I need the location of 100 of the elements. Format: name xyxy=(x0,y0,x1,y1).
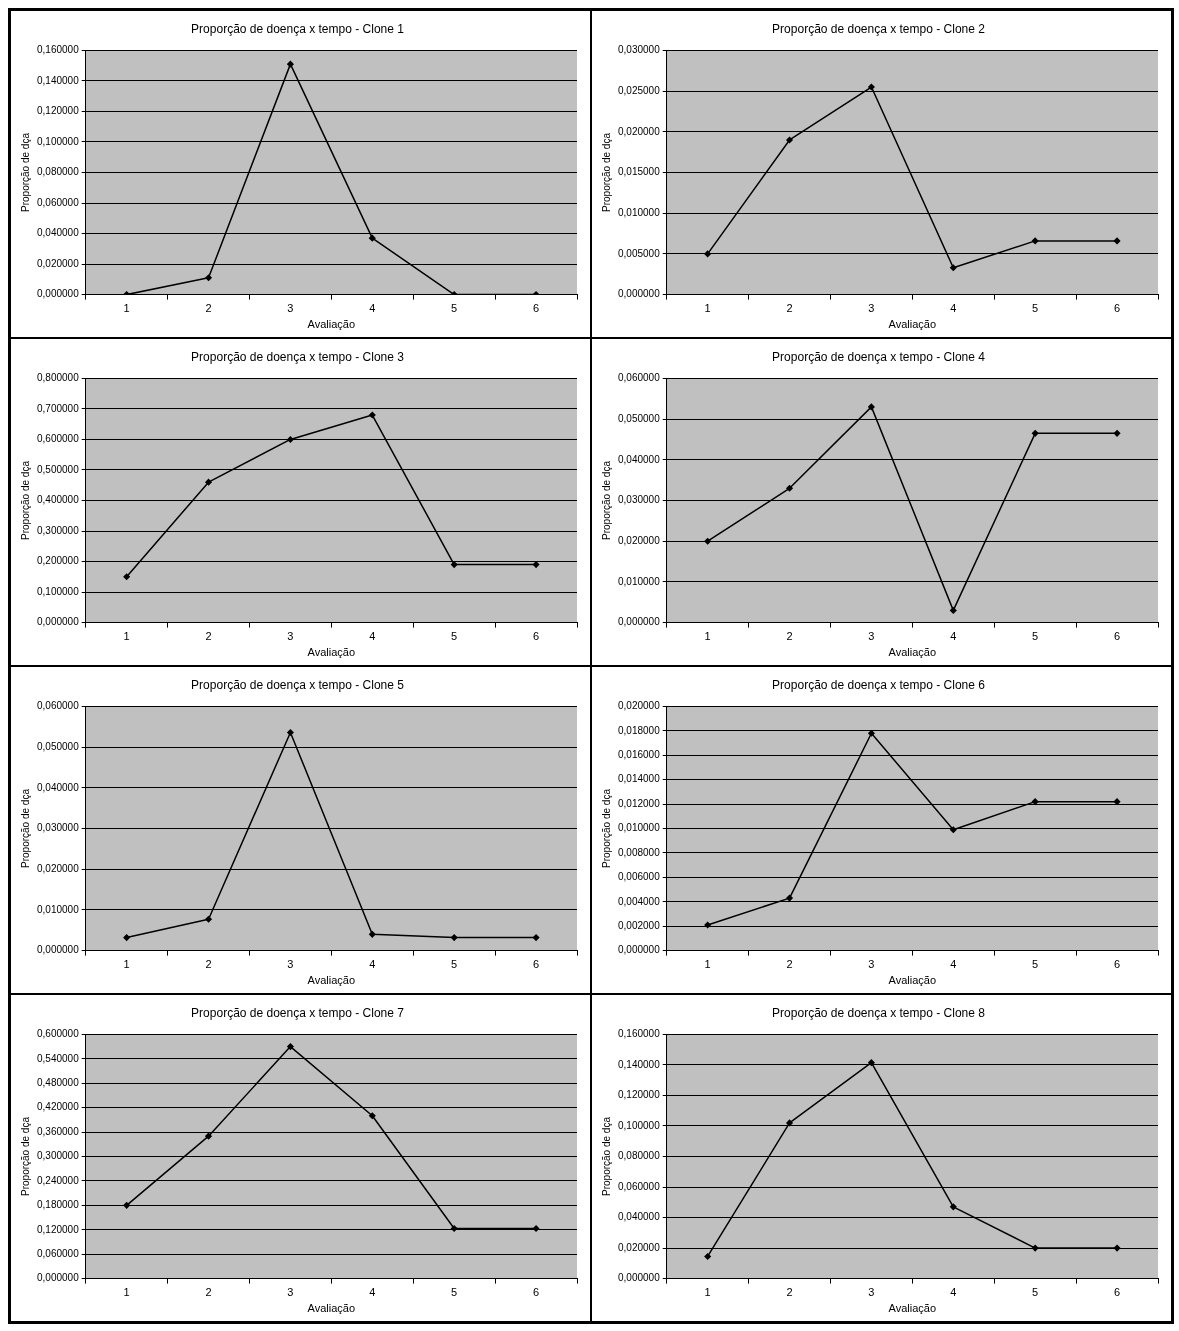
y-tick-label: 0,020000 xyxy=(36,257,80,269)
y-tick-label: 0,030000 xyxy=(617,44,661,56)
x-axis-title: Avaliação xyxy=(307,318,356,331)
y-tick-label: 0,420000 xyxy=(36,1101,80,1113)
x-axis-title: Avaliação xyxy=(888,1302,937,1315)
x-axis-title: Avaliação xyxy=(888,974,937,987)
y-tick-label: 0,050000 xyxy=(36,740,80,752)
chart-title: Proporção de doença x tempo - Clone 8 xyxy=(772,1005,986,1020)
y-tick-label: 0,120000 xyxy=(36,1223,80,1235)
y-tick-label: 0,010000 xyxy=(617,575,661,587)
y-tick-label: 0,020000 xyxy=(36,862,80,874)
y-tick-label: 0,540000 xyxy=(36,1052,80,1064)
y-tick-label: 0,040000 xyxy=(617,1211,661,1223)
y-tick-label: 0,060000 xyxy=(36,1247,80,1259)
x-tick-label: 2 xyxy=(205,302,212,315)
x-tick-label: 1 xyxy=(123,630,130,643)
y-tick-label: 0,360000 xyxy=(36,1125,80,1137)
y-tick-label: 0,100000 xyxy=(36,135,80,147)
x-tick-label: 4 xyxy=(369,958,376,971)
y-tick-label: 0,100000 xyxy=(617,1119,661,1131)
y-tick-label: 0,006000 xyxy=(617,871,661,883)
y-tick-label: 0,030000 xyxy=(617,494,661,506)
y-tick-label: 0,030000 xyxy=(36,822,80,834)
y-tick-label: 0,180000 xyxy=(36,1199,80,1211)
x-tick-label: 3 xyxy=(868,958,875,971)
y-tick-label: 0,000000 xyxy=(36,288,80,300)
x-tick-label: 5 xyxy=(1032,630,1039,643)
x-tick-label: 5 xyxy=(451,630,458,643)
x-tick-label: 5 xyxy=(451,302,458,315)
x-tick-label: 4 xyxy=(369,1286,376,1299)
x-tick-label: 3 xyxy=(287,302,294,315)
y-tick-label: 0,300000 xyxy=(36,1150,80,1162)
x-tick-label: 3 xyxy=(868,630,875,643)
chart-title: Proporção de doença x tempo - Clone 2 xyxy=(772,21,986,36)
x-axis-title: Avaliação xyxy=(307,1302,356,1315)
y-tick-label: 0,020000 xyxy=(617,700,661,712)
y-tick-label: 0,020000 xyxy=(617,534,661,546)
y-tick-label: 0,018000 xyxy=(617,724,661,736)
chart-title: Proporção de doença x tempo - Clone 6 xyxy=(772,677,986,692)
x-tick-label: 2 xyxy=(786,302,793,315)
x-tick-label: 5 xyxy=(1032,302,1039,315)
chart-title: Proporção de doença x tempo - Clone 5 xyxy=(191,677,405,692)
x-tick-label: 4 xyxy=(950,302,957,315)
x-tick-label: 4 xyxy=(369,302,376,315)
y-tick-label: 0,160000 xyxy=(36,44,80,56)
y-tick-label: 0,010000 xyxy=(617,206,661,218)
y-tick-label: 0,060000 xyxy=(617,1180,661,1192)
x-tick-label: 6 xyxy=(1114,302,1121,315)
x-tick-label: 2 xyxy=(786,1286,793,1299)
y-tick-label: 0,120000 xyxy=(617,1089,661,1101)
y-tick-label: 0,025000 xyxy=(617,84,661,96)
x-tick-label: 1 xyxy=(123,958,130,971)
y-tick-label: 0,015000 xyxy=(617,166,661,178)
y-axis-title: Proporção de dça xyxy=(19,132,31,212)
y-tick-label: 0,016000 xyxy=(617,748,661,760)
y-tick-label: 0,800000 xyxy=(36,372,80,384)
x-tick-label: 2 xyxy=(205,630,212,643)
x-tick-label: 4 xyxy=(950,630,957,643)
x-tick-label: 1 xyxy=(123,1286,130,1299)
y-axis-title: Proporção de dça xyxy=(600,460,612,540)
y-tick-label: 0,040000 xyxy=(617,453,661,465)
y-tick-label: 0,000000 xyxy=(617,288,661,300)
x-tick-label: 6 xyxy=(1114,958,1121,971)
x-tick-label: 1 xyxy=(704,302,711,315)
y-tick-label: 0,600000 xyxy=(36,1028,80,1040)
y-tick-label: 0,000000 xyxy=(36,616,80,628)
y-tick-label: 0,500000 xyxy=(36,463,80,475)
y-tick-label: 0,060000 xyxy=(617,372,661,384)
y-tick-label: 0,000000 xyxy=(36,944,80,956)
y-tick-label: 0,060000 xyxy=(36,196,80,208)
y-tick-label: 0,100000 xyxy=(36,585,80,597)
y-tick-label: 0,000000 xyxy=(617,616,661,628)
x-tick-label: 6 xyxy=(533,302,540,315)
y-tick-label: 0,060000 xyxy=(36,700,80,712)
y-tick-label: 0,480000 xyxy=(36,1076,80,1088)
x-tick-label: 3 xyxy=(287,958,294,971)
y-tick-label: 0,008000 xyxy=(617,846,661,858)
y-tick-label: 0,080000 xyxy=(36,166,80,178)
y-tick-label: 0,600000 xyxy=(36,433,80,445)
x-tick-label: 6 xyxy=(533,1286,540,1299)
y-tick-label: 0,014000 xyxy=(617,773,661,785)
x-axis-title: Avaliação xyxy=(888,318,937,331)
x-axis-title: Avaliação xyxy=(307,646,356,659)
chart-title: Proporção de doença x tempo - Clone 3 xyxy=(191,349,405,364)
chart-title: Proporção de doença x tempo - Clone 7 xyxy=(191,1005,405,1020)
y-tick-label: 0,010000 xyxy=(617,822,661,834)
x-axis-title: Avaliação xyxy=(888,646,937,659)
y-tick-label: 0,080000 xyxy=(617,1150,661,1162)
y-tick-label: 0,010000 xyxy=(36,903,80,915)
x-tick-label: 5 xyxy=(451,958,458,971)
y-axis-title: Proporção de dça xyxy=(19,788,31,868)
x-tick-label: 3 xyxy=(868,1286,875,1299)
y-tick-label: 0,050000 xyxy=(617,412,661,424)
y-axis-title: Proporção de dça xyxy=(600,788,612,868)
x-tick-label: 5 xyxy=(1032,1286,1039,1299)
y-tick-label: 0,020000 xyxy=(617,125,661,137)
x-tick-label: 6 xyxy=(1114,1286,1121,1299)
y-tick-label: 0,040000 xyxy=(36,227,80,239)
y-tick-label: 0,005000 xyxy=(617,247,661,259)
y-tick-label: 0,120000 xyxy=(36,105,80,117)
